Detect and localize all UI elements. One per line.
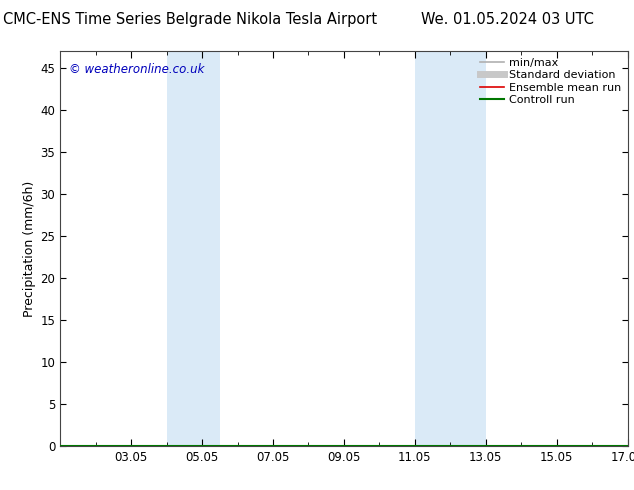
Bar bbox=[415, 51, 486, 446]
Text: © weatheronline.co.uk: © weatheronline.co.uk bbox=[68, 63, 204, 76]
Y-axis label: Precipitation (mm/6h): Precipitation (mm/6h) bbox=[23, 180, 36, 317]
Text: We. 01.05.2024 03 UTC: We. 01.05.2024 03 UTC bbox=[421, 12, 593, 27]
Text: CMC-ENS Time Series Belgrade Nikola Tesla Airport: CMC-ENS Time Series Belgrade Nikola Tesl… bbox=[3, 12, 377, 27]
Bar bbox=[167, 51, 220, 446]
Legend: min/max, Standard deviation, Ensemble mean run, Controll run: min/max, Standard deviation, Ensemble me… bbox=[479, 57, 622, 106]
